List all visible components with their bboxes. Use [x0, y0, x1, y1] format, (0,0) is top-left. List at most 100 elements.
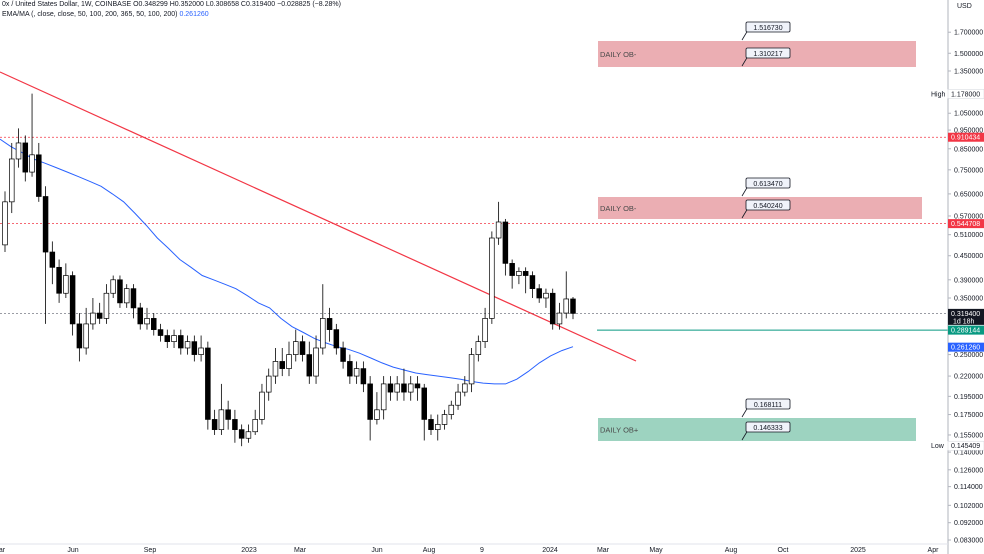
- candle-body: [380, 383, 387, 411]
- trendline: [0, 71, 637, 362]
- price-tag-label: 0.910434: [951, 135, 980, 142]
- candle-body: [326, 318, 333, 330]
- candle-body: [76, 323, 83, 349]
- candle-body: [495, 221, 502, 239]
- time-tick-label: Aug: [423, 547, 436, 554]
- low-marker: [928, 441, 948, 451]
- candle-body: [374, 409, 380, 420]
- time-tick-label: 2025: [850, 547, 866, 554]
- candle-body: [22, 142, 29, 173]
- ema-line: [0, 138, 574, 385]
- candle-body: [157, 329, 164, 336]
- callout-label: 0.540240: [753, 203, 782, 210]
- price-axis[interactable]: USD 1.700000 1.500000 1.350000 1.050000 0.950…: [928, 0, 984, 554]
- candle-body: [130, 288, 137, 309]
- price-tick-label: 0.220000: [954, 374, 983, 381]
- candle-body: [536, 288, 542, 299]
- candle-body: [198, 347, 204, 355]
- candle-body: [259, 391, 265, 420]
- candle-body: [184, 341, 191, 349]
- candle-body: [144, 318, 150, 325]
- candle-body: [441, 414, 448, 425]
- symbol-legend: 0x / United States Dollar, 1W, COINBASE …: [2, 1, 341, 8]
- candle-body: [29, 154, 35, 173]
- order-block-zones: DAILY OB- 1.516730 1.310217 DAILY OB- 0.6134…: [598, 21, 922, 441]
- candle-body: [360, 368, 367, 385]
- candle-body: [387, 383, 394, 393]
- candle-body: [522, 271, 529, 276]
- horizontal-levels: [0, 136, 948, 331]
- time-tick-label: 9: [480, 547, 484, 554]
- candle-body: [171, 335, 177, 342]
- price-tick-label: 0.102000: [954, 503, 983, 510]
- price-tick-label: 0.390000: [954, 277, 983, 284]
- candle-body: [293, 341, 299, 355]
- candle-body: [272, 361, 279, 377]
- price-tick-label: 0.083000: [954, 538, 983, 545]
- candle-body: [313, 347, 319, 377]
- candle-body: [178, 335, 184, 349]
- price-tick-label: 0.195000: [954, 394, 983, 401]
- time-tick-label: 2024: [542, 547, 558, 554]
- indicator-value: 0.261260: [179, 11, 209, 18]
- candle-body: [407, 383, 414, 393]
- price-tag: [948, 325, 984, 335]
- candle-body: [90, 312, 96, 325]
- candle-body: [394, 383, 400, 393]
- low-price-tag: [947, 440, 984, 451]
- time-tick-label: Oct: [778, 547, 789, 554]
- candle-body: [117, 279, 123, 304]
- candle-body: [570, 298, 576, 314]
- callout-box: [745, 21, 791, 33]
- candle-body: [435, 424, 441, 430]
- order-block-label: DAILY OB-: [600, 204, 637, 213]
- candle-body: [367, 383, 373, 420]
- price-tick-label: 0.155000: [954, 432, 983, 439]
- trendline-layer: [0, 71, 637, 362]
- candle-body: [428, 419, 434, 430]
- price-tag: [948, 219, 984, 229]
- price-tick-label: 0.450000: [954, 253, 983, 260]
- order-block-label: DAILY OB+: [600, 426, 639, 435]
- candle-body: [15, 142, 22, 160]
- candle-body: [306, 354, 313, 377]
- time-axis[interactable]: ar Jun Sep 2023 Mar Jun Aug 9 2024 Mar May Aug Oct 20…: [0, 543, 948, 554]
- high-label: High: [931, 91, 946, 98]
- candle-body: [516, 271, 522, 276]
- price-tick-label: 0.175000: [954, 412, 983, 419]
- candle-body: [218, 409, 225, 430]
- candle-body: [63, 275, 69, 294]
- time-tick-label: Jun: [67, 547, 78, 554]
- candle-body: [563, 298, 569, 314]
- price-tick-label: 0.650000: [954, 191, 983, 198]
- indicator-label: EMA/MA (, close, close, 50, 100, 200, 36…: [2, 11, 178, 18]
- price-tag-countdown: 1d 18h: [953, 318, 975, 325]
- candle-body: [333, 329, 340, 349]
- candle-body: [455, 391, 461, 406]
- price-tag: [948, 308, 984, 325]
- candle-body: [103, 292, 110, 319]
- time-tick-label: Sep: [144, 547, 157, 554]
- callout-box: [745, 421, 791, 433]
- callout-label: 1.310217: [753, 51, 782, 58]
- candle-body: [49, 251, 56, 268]
- candle-body: [151, 318, 157, 330]
- candle-body: [110, 279, 116, 294]
- candle-body: [245, 431, 252, 439]
- candle-body: [279, 361, 285, 369]
- candle-body: [56, 266, 62, 294]
- candle-body: [205, 347, 211, 420]
- candle-body: [340, 347, 346, 362]
- time-tick-label: Aug: [725, 547, 738, 554]
- candle-body: [238, 429, 245, 439]
- symbol-ohlc-line: 0x / United States Dollar, 1W, COINBASE …: [2, 1, 341, 8]
- candle-body: [9, 158, 15, 203]
- candle-body: [468, 354, 475, 385]
- price-tag-label: 0.319400: [951, 311, 980, 318]
- candle-body: [401, 383, 407, 393]
- high-price-tag: [947, 89, 984, 99]
- candle-body: [2, 201, 8, 246]
- price-tick-label: 0.140000: [954, 450, 983, 457]
- callout-box: [745, 177, 791, 189]
